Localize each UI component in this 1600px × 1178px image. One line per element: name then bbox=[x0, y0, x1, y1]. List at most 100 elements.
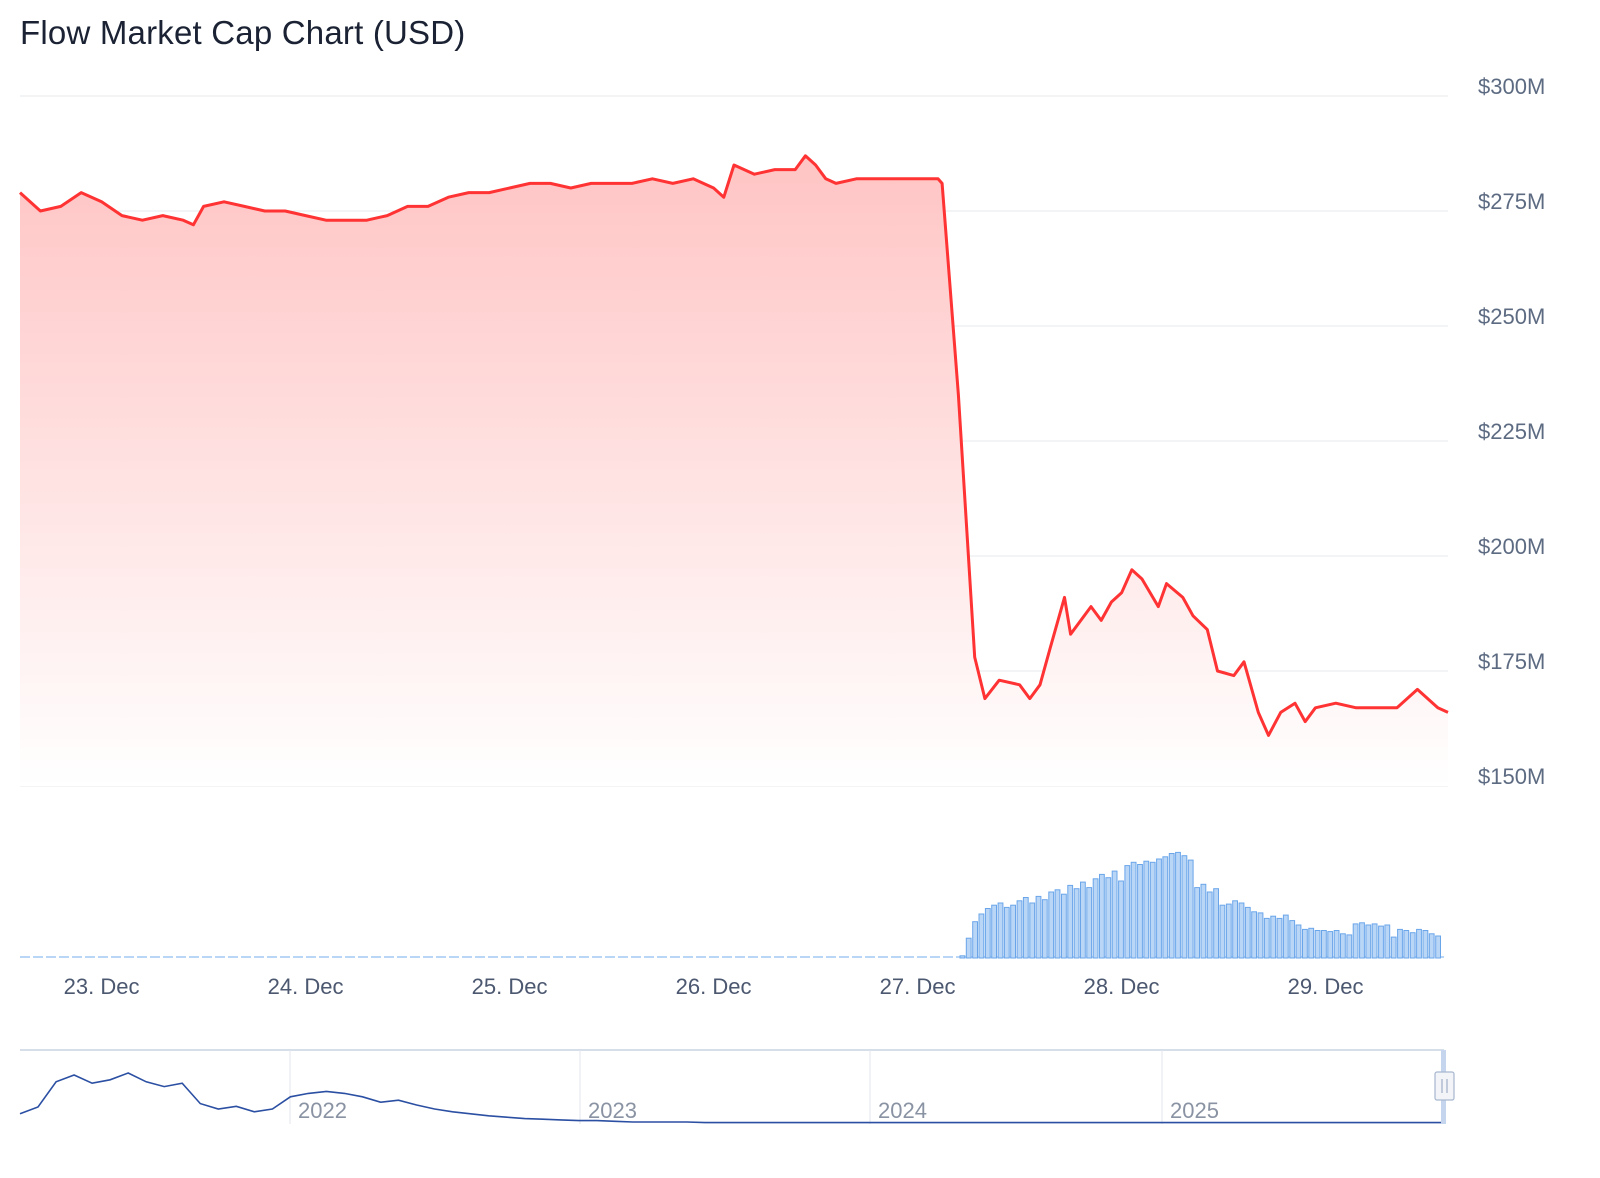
y-tick-label: $175M bbox=[1478, 649, 1545, 674]
volume-bar[interactable] bbox=[1365, 924, 1372, 959]
volume-bar[interactable] bbox=[1308, 927, 1315, 959]
y-tick-label: $225M bbox=[1478, 419, 1545, 444]
volume-bar[interactable] bbox=[1175, 851, 1181, 959]
volume-bar[interactable] bbox=[1003, 906, 1010, 959]
volume-bar[interactable] bbox=[1378, 925, 1384, 959]
volume-bar[interactable] bbox=[1073, 888, 1080, 959]
volume-bar[interactable] bbox=[1029, 902, 1036, 959]
navigator-series-line bbox=[19, 1072, 1444, 1124]
x-tick-label: 26. Dec bbox=[676, 974, 752, 999]
volume-bar[interactable] bbox=[1048, 891, 1055, 959]
volume-bar[interactable] bbox=[1263, 917, 1270, 959]
volume-bar[interactable] bbox=[991, 904, 998, 959]
volume-bar[interactable] bbox=[1099, 873, 1105, 959]
y-tick-label: $200M bbox=[1478, 534, 1545, 559]
volume-bar[interactable] bbox=[1118, 880, 1124, 959]
volume-bar[interactable] bbox=[1061, 893, 1067, 959]
volume-bar[interactable] bbox=[1352, 923, 1359, 959]
volume-bar[interactable] bbox=[1244, 906, 1251, 959]
volume-bar[interactable] bbox=[1041, 899, 1048, 959]
volume-bar[interactable] bbox=[1206, 891, 1213, 959]
volume-bar[interactable] bbox=[1156, 858, 1162, 959]
x-tick-label: 29. Dec bbox=[1288, 974, 1364, 999]
navigator-year-label: 2024 bbox=[878, 1098, 927, 1123]
volume-bar[interactable] bbox=[1428, 933, 1435, 959]
volume-bar[interactable] bbox=[1257, 912, 1264, 959]
volume-bar[interactable] bbox=[1187, 859, 1194, 959]
navigator-year-label: 2022 bbox=[298, 1098, 347, 1123]
volume-bar[interactable] bbox=[997, 902, 1004, 959]
volume-bar[interactable] bbox=[1390, 936, 1397, 959]
volume-bar[interactable] bbox=[1105, 877, 1112, 959]
x-tick-label: 28. Dec bbox=[1084, 974, 1160, 999]
market-cap-line[interactable] bbox=[18, 154, 1449, 737]
volume-bar[interactable] bbox=[1327, 931, 1334, 959]
y-tick-label: $150M bbox=[1478, 764, 1545, 789]
volume-bar[interactable] bbox=[1016, 900, 1023, 959]
volume-bar[interactable] bbox=[1086, 887, 1093, 959]
area-fill bbox=[20, 155, 1448, 787]
volume-bar[interactable] bbox=[1321, 930, 1327, 959]
market-cap-area bbox=[20, 155, 1448, 787]
volume-bar[interactable] bbox=[1270, 915, 1277, 959]
volume-bar[interactable] bbox=[1022, 897, 1029, 959]
volume-bar[interactable] bbox=[1111, 870, 1118, 959]
volume-bar[interactable] bbox=[1359, 922, 1365, 959]
volume-bar[interactable] bbox=[1080, 881, 1086, 959]
volume-bar[interactable] bbox=[1232, 900, 1238, 959]
volume-bar[interactable] bbox=[1200, 883, 1207, 959]
volume-bar[interactable] bbox=[978, 913, 985, 959]
y-tick-label: $250M bbox=[1478, 304, 1545, 329]
volume-bar[interactable] bbox=[1282, 914, 1289, 959]
volume-bar[interactable] bbox=[1130, 861, 1137, 959]
volume-bar[interactable] bbox=[1010, 904, 1017, 959]
volume-bar[interactable] bbox=[1149, 861, 1156, 959]
volume-bar[interactable] bbox=[959, 955, 966, 959]
volume-bar[interactable] bbox=[1219, 904, 1226, 959]
y-tick-label: $300M bbox=[1478, 74, 1545, 99]
volume-bar[interactable] bbox=[965, 937, 972, 959]
volume-bar[interactable] bbox=[1143, 860, 1150, 959]
volume-bar[interactable] bbox=[1302, 928, 1308, 959]
volume-bar[interactable] bbox=[984, 908, 991, 959]
volume-bar[interactable] bbox=[1162, 856, 1169, 959]
x-tick-label: 24. Dec bbox=[268, 974, 344, 999]
volume-bar[interactable] bbox=[1333, 930, 1340, 959]
volume-bar[interactable] bbox=[1403, 930, 1410, 959]
volume-bar[interactable] bbox=[1194, 887, 1200, 959]
volume-bar[interactable] bbox=[1295, 924, 1302, 959]
volume-bar[interactable] bbox=[1213, 888, 1219, 959]
volume-bar[interactable] bbox=[1435, 935, 1441, 959]
navigator-year-label: 2023 bbox=[588, 1098, 637, 1123]
chart-title: Flow Market Cap Chart (USD) bbox=[20, 14, 466, 51]
navigator-handle[interactable] bbox=[1434, 1071, 1455, 1101]
volume-bar[interactable] bbox=[1276, 917, 1283, 959]
volume-bar[interactable] bbox=[1384, 924, 1391, 959]
volume-bar[interactable] bbox=[1422, 930, 1429, 959]
volume-bar[interactable] bbox=[1168, 853, 1175, 959]
volume-bar[interactable] bbox=[1371, 923, 1378, 959]
volume-bar[interactable] bbox=[1054, 889, 1061, 959]
volume-bar[interactable] bbox=[1346, 934, 1353, 959]
volume-bar[interactable] bbox=[1225, 903, 1232, 959]
volume-bar[interactable] bbox=[1251, 911, 1257, 959]
volume-bar[interactable] bbox=[1124, 865, 1131, 959]
x-tick-label: 27. Dec bbox=[880, 974, 956, 999]
volume-bar[interactable] bbox=[1416, 928, 1422, 959]
volume-bar[interactable] bbox=[1289, 920, 1296, 959]
volume-bar[interactable] bbox=[972, 921, 979, 959]
volume-bar[interactable] bbox=[1238, 902, 1245, 959]
volume-bar[interactable] bbox=[1035, 895, 1042, 959]
volume-bar[interactable] bbox=[1340, 933, 1346, 959]
navigator[interactable]: 2022 2023 2024 2025 bbox=[19, 1049, 1455, 1124]
volume-bar[interactable] bbox=[1314, 930, 1321, 959]
volume-bar[interactable] bbox=[1397, 928, 1403, 959]
volume-bar[interactable] bbox=[1181, 855, 1188, 959]
volume-bar[interactable] bbox=[1409, 932, 1416, 959]
market-cap-series-line[interactable] bbox=[18, 154, 1449, 737]
volume-bars[interactable] bbox=[20, 851, 1444, 959]
volume-bar[interactable] bbox=[1067, 884, 1074, 959]
volume-bar[interactable] bbox=[1092, 878, 1099, 959]
volume-bar[interactable] bbox=[1137, 864, 1143, 959]
